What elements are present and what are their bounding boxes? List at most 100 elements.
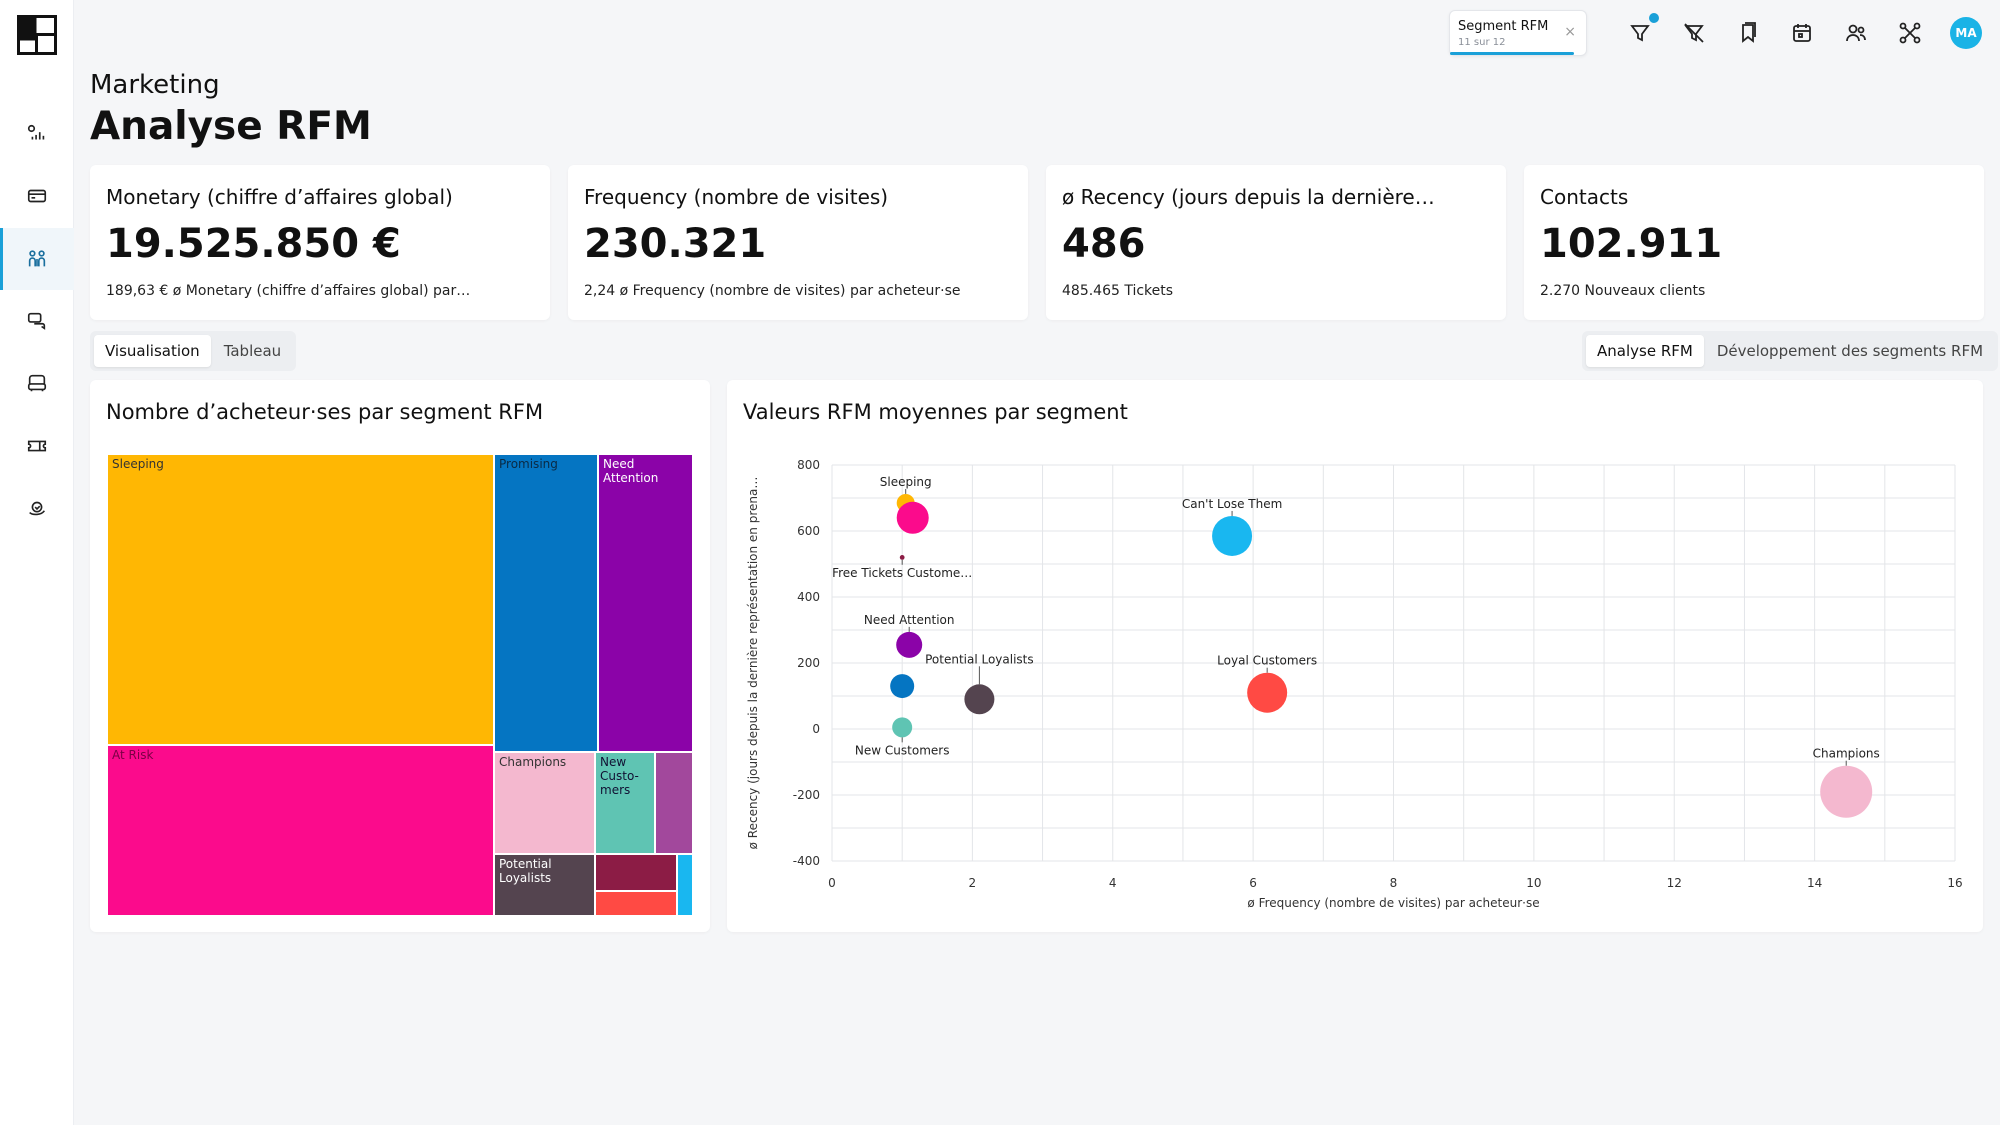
chat-icon [27,312,46,330]
treemap-cell-label: At Risk [112,748,154,762]
scatter-point [896,631,923,658]
y-tick-label: 400 [797,590,820,604]
treemap-cell-promising[interactable]: Promising [494,454,598,752]
view-toggle: Visualisation Tableau [90,331,297,371]
filter-off-icon [1684,23,1704,43]
sidebar-item-inbox[interactable] [0,352,74,414]
close-icon[interactable]: × [1564,24,1576,40]
x-tick-label: 16 [1947,876,1962,890]
y-tick-label: -200 [793,788,820,802]
scatter-point [1212,515,1253,556]
kpi-subtext: 2,24 ø Frequency (nombre de visites) par… [584,283,961,299]
treemap-cell-label: Promising [499,457,558,471]
data-label: Sleeping [880,475,932,489]
kpi-subtext: 2.270 Nouveaux clients [1540,283,1706,299]
treemap-cell-potential-loyalists[interactable]: Potential Loyalists [494,854,595,916]
x-axis-label: ø Frequency (nombre de visites) par ache… [1247,896,1539,910]
kpi-label: Contacts [1540,185,1629,209]
data-label: Free Tickets Custome… [832,566,972,580]
sidebar [0,0,74,1125]
x-tick-label: 4 [1109,876,1117,890]
scatter-point [892,717,913,738]
treemap: Sleeping At Risk Promising Need Attentio… [107,454,693,916]
treemap-cell-small[interactable] [677,854,693,916]
tab-tableau[interactable]: Tableau [223,342,282,360]
calendar-button[interactable] [1786,17,1818,49]
sidebar-item-chat[interactable] [0,290,74,352]
kpi-label: ø Recency (jours depuis la dernière… [1062,185,1435,209]
sidebar-item-analytics[interactable] [0,103,74,165]
kpi-value: 486 [1062,221,1146,267]
treemap-cell-sleeping[interactable]: Sleeping [107,454,494,745]
filter-button[interactable] [1624,17,1656,49]
analysis-toggle: Analyse RFM Développement des segments R… [1582,331,1999,371]
inbox-icon [27,374,47,392]
users-icon [1846,24,1866,42]
kpi-value: 19.525.850 € [106,221,401,267]
data-label: Can't Lose Them [1182,497,1282,511]
kpi-label: Frequency (nombre de visites) [584,185,889,209]
treemap-cell-new-customers[interactable]: New Custo-mers [595,752,655,854]
tab-developpement-segments[interactable]: Développement des segments RFM [1716,342,1984,360]
bookmark-icon [1742,22,1756,43]
treemap-cell-label: Sleeping [112,457,164,471]
x-tick-label: 12 [1667,876,1682,890]
bookmark-button[interactable] [1732,17,1764,49]
sidebar-item-card[interactable] [0,165,74,227]
y-tick-label: 600 [797,524,820,538]
treemap-cell-at-risk[interactable]: At Risk [107,745,494,916]
scatter-chart: -400 -200 0 200 400 600 800 0 2 4 6 8 10 12 14 16 ø Freq… [746,458,1963,910]
data-label: Potential Loyalists [925,652,1034,666]
calendar-icon [1793,24,1811,42]
data-label: Champions [1813,747,1880,761]
y-tick-label: 0 [812,722,820,736]
tab-analyse-rfm[interactable]: Analyse RFM [1586,335,1704,367]
x-tick-label: 2 [969,876,977,890]
treemap-cell-label: Potential Loyalists [499,857,552,885]
share-icon [1899,22,1921,44]
treemap-cell-small[interactable] [595,891,677,916]
segment-tab-title: Segment RFM [1458,19,1549,34]
segment-tab-progress [1450,52,1574,55]
treemap-cell-champions[interactable]: Champions [494,752,595,854]
sidebar-item-loyalty[interactable] [0,477,74,539]
sidebar-item-people[interactable] [0,228,74,290]
segment-tab[interactable]: Segment RFM 11 sur 12 × [1449,10,1587,56]
kpi-card-recency: ø Recency (jours depuis la dernière… 486… [1046,165,1506,320]
treemap-panel: Nombre d’acheteur·ses par segment RFM Sl… [90,380,710,932]
avatar[interactable]: MA [1950,17,1982,49]
segment-tab-subtitle: 11 sur 12 [1458,37,1506,48]
sidebar-item-ticket[interactable] [0,415,74,477]
kpi-subtext: 485.465 Tickets [1062,283,1174,299]
y-tick-label: 200 [797,656,820,670]
kpi-subtext: 189,63 € ø Monetary (chiffre d’affaires … [106,283,471,299]
scatter-point [899,555,905,560]
scatter-point [964,684,995,715]
share-button[interactable] [1894,17,1926,49]
logo-icon[interactable] [17,15,57,55]
kpi-card-frequency: Frequency (nombre de visites) 230.321 2,… [568,165,1028,320]
data-label: Need Attention [864,613,955,627]
x-tick-label: 6 [1249,876,1257,890]
treemap-cell-need-attention[interactable]: Need Attention [598,454,693,752]
x-tick-label: 14 [1807,876,1822,890]
x-tick-label: 10 [1526,876,1541,890]
scatter-point [1820,765,1873,818]
scatter-panel: Valeurs RFM moyennes par segment -400 -20… [727,380,1983,932]
section-title: Marketing [90,70,220,100]
x-tick-label: 0 [828,876,836,890]
page-title: Analyse RFM [90,104,372,149]
data-label: New Customers [855,743,950,757]
tab-visualisation[interactable]: Visualisation [94,335,211,367]
y-tick-label: 800 [797,458,820,472]
treemap-title: Nombre d’acheteur·ses par segment RFM [106,400,544,424]
x-tick-label: 8 [1390,876,1398,890]
treemap-cell-small[interactable] [655,752,693,854]
loyalty-icon [29,501,46,516]
scatter-point [890,674,915,699]
clear-filter-button[interactable] [1678,17,1710,49]
scatter-point [896,501,929,534]
users-button[interactable] [1840,17,1872,49]
treemap-cell-label: New Custo-mers [600,755,639,797]
treemap-cell-small[interactable] [595,854,677,891]
